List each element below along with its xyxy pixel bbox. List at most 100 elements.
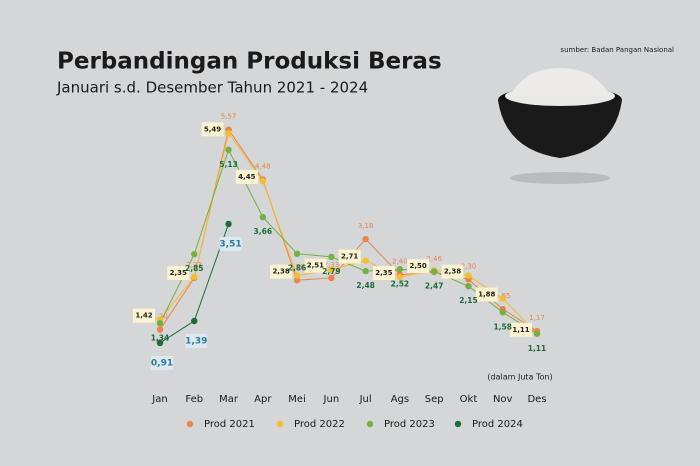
x-tick-label: Apr (254, 394, 272, 405)
data-label: 4,48 (255, 163, 271, 171)
data-label: 2,35 (170, 269, 187, 277)
data-label: 5,57 (221, 113, 237, 121)
x-tick-label: Jan (151, 394, 167, 405)
data-label: 4,45 (238, 173, 255, 181)
data-label: 2,33 (324, 261, 340, 269)
data-label: 2,71 (341, 253, 358, 261)
data-label: 2,46 (426, 255, 442, 263)
data-point (362, 235, 369, 243)
data-point (225, 220, 232, 228)
data-label: 5,49 (204, 125, 221, 133)
x-tick-label: Des (527, 394, 546, 405)
x-tick-label: Nov (493, 394, 513, 405)
legend-label: Prod 2021 (204, 419, 255, 430)
label-box (133, 308, 155, 323)
data-point (293, 272, 301, 279)
label-box (167, 266, 190, 281)
data-point (499, 295, 506, 302)
label-box (441, 264, 464, 279)
chart-title: Perbandingan Produksi Beras (57, 49, 442, 75)
data-label: 1,88 (478, 291, 495, 299)
source: sumber: Badan Pangan Nasional (560, 46, 674, 54)
series-line (159, 132, 538, 335)
x-tick-label: Mei (288, 394, 306, 405)
data-label: 1,11 (528, 344, 547, 353)
data-point (465, 272, 472, 279)
data-label: 2,28 (289, 263, 305, 271)
legend-label: Prod 2022 (294, 419, 345, 430)
x-tick-label: Jul (359, 394, 372, 405)
data-point (225, 130, 232, 137)
data-label: 2,50 (410, 262, 427, 270)
data-label: 3,51 (219, 239, 241, 249)
data-point (191, 250, 198, 258)
legend-marker (454, 420, 462, 428)
data-point (396, 273, 404, 281)
data-point (328, 266, 335, 273)
label-box (372, 266, 395, 281)
data-point (328, 253, 335, 261)
data-label: 2,79 (322, 267, 341, 276)
data-point (328, 274, 335, 282)
unit-note: (dalam Juta Ton) (487, 373, 552, 382)
data-label: 2,40 (392, 258, 408, 266)
data-label: 2,15 (459, 296, 478, 305)
label-box (475, 287, 498, 302)
label-box (338, 249, 361, 264)
legend-marker (276, 420, 284, 428)
data-label: 2,35 (375, 269, 392, 277)
label-box (235, 169, 258, 184)
x-tick-label: Jun (323, 394, 340, 405)
label-box (270, 264, 293, 279)
legend-label: Prod 2024 (472, 419, 523, 430)
data-label: 2,51 (307, 262, 324, 270)
data-point (156, 326, 164, 333)
data-point (191, 317, 198, 325)
data-label: 3,66 (254, 227, 273, 236)
chart-subtitle: Januari s.d. Desember Tahun 2021 - 2024 (56, 79, 368, 97)
label-box (201, 122, 224, 137)
label-box (185, 333, 208, 348)
data-label: 1,34 (151, 333, 170, 342)
data-label: 1,11 (512, 326, 529, 334)
data-point (293, 250, 301, 257)
data-point (362, 257, 369, 264)
x-tick-label: Mar (219, 394, 239, 405)
data-label: 2,30 (461, 262, 477, 270)
data-point (293, 277, 301, 284)
bowl-illustration (498, 68, 622, 184)
data-point (156, 320, 164, 327)
x-tick-label: Okt (460, 394, 478, 405)
data-label: 2,48 (356, 281, 375, 290)
data-point (259, 177, 267, 185)
data-point (465, 282, 472, 290)
data-label: 2,38 (272, 268, 289, 276)
label-box (304, 258, 327, 273)
data-point (191, 273, 198, 281)
label-box (219, 236, 242, 251)
data-label: 2,85 (185, 264, 204, 273)
data-label: 2,47 (425, 282, 444, 291)
data-point (533, 330, 541, 337)
data-label: 2,33 (186, 261, 202, 269)
data-point (259, 213, 267, 221)
data-label: 5,13 (219, 160, 238, 169)
data-label: 2,52 (391, 279, 410, 288)
label-box (151, 355, 173, 370)
data-point (430, 268, 438, 275)
label-box (407, 259, 430, 274)
data-point (362, 267, 369, 275)
data-point (499, 309, 506, 316)
legend-marker (186, 420, 194, 428)
data-label: 0,91 (151, 358, 173, 368)
data-label: 1,42 (135, 312, 152, 320)
data-point (396, 266, 404, 273)
data-label: 2,86 (288, 264, 307, 273)
legend-label: Prod 2023 (384, 419, 435, 430)
legend-marker (366, 420, 374, 428)
data-label: 3,18 (358, 222, 374, 230)
label-box (510, 322, 532, 337)
x-tick-label: Sep (425, 394, 444, 405)
data-point (225, 146, 232, 154)
